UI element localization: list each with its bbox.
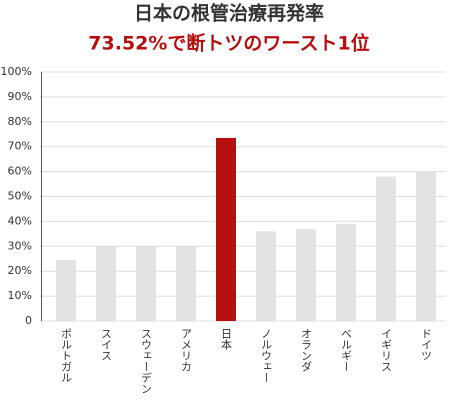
- bar: [416, 171, 436, 321]
- y-tick-label: 90%: [8, 90, 32, 103]
- x-tick-label: アメリカ: [180, 328, 193, 372]
- bar: [96, 246, 116, 321]
- y-tick-label: 50%: [8, 190, 32, 203]
- x-tick-label: ベルギー: [340, 328, 353, 372]
- bar: [376, 176, 396, 321]
- x-tick-label: ノルウェー: [260, 328, 273, 383]
- bar: [336, 223, 356, 321]
- bar: [256, 231, 276, 321]
- y-tick-label: 80%: [8, 115, 32, 128]
- y-tick-label: 70%: [8, 140, 32, 153]
- bar: [216, 137, 236, 321]
- x-tick-label: ポルトガル: [60, 328, 73, 383]
- bar: [296, 228, 316, 321]
- x-tick-label: ドイツ: [420, 328, 433, 361]
- y-tick-label: 40%: [8, 214, 32, 227]
- bar: [56, 259, 76, 321]
- x-tick-label: オランダ: [300, 328, 313, 372]
- y-tick-label: 30%: [8, 239, 32, 252]
- chart-title: 日本の根管治療再発率: [134, 2, 324, 25]
- y-tick-label: 20%: [8, 264, 32, 277]
- y-tick-label: 60%: [8, 165, 32, 178]
- chart-subtitle: 73.52%で断トツのワースト1位: [88, 32, 369, 55]
- y-tick-label: 100%: [1, 65, 32, 78]
- bar: [176, 246, 196, 321]
- x-tick-label: スイス: [100, 328, 113, 361]
- x-tick-label: 日本: [220, 328, 233, 351]
- y-tick-label: 0: [25, 314, 32, 327]
- y-tick-label: 10%: [8, 289, 32, 302]
- x-tick-label: スウェーデン: [140, 328, 153, 394]
- bar: [136, 246, 156, 321]
- x-tick-label: イギリス: [380, 328, 393, 372]
